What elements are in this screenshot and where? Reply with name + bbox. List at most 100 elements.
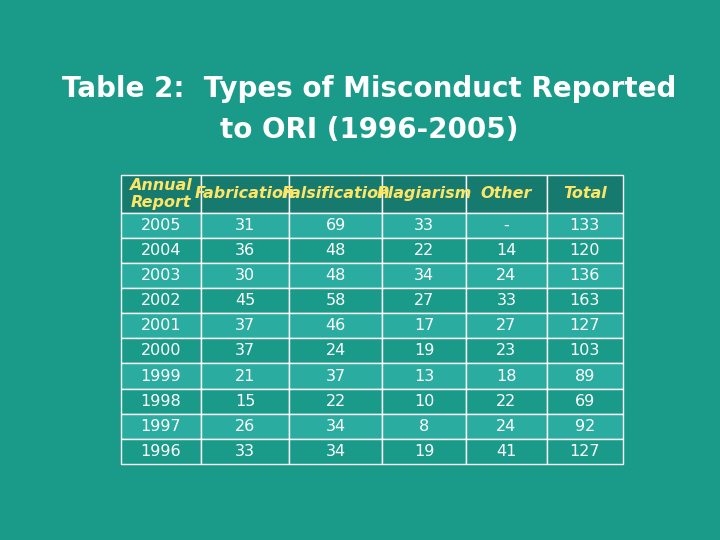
- Text: Other: Other: [481, 186, 532, 201]
- Text: 1999: 1999: [140, 368, 181, 383]
- Text: -: -: [503, 218, 509, 233]
- Text: 10: 10: [414, 394, 434, 409]
- Bar: [289, 263, 382, 288]
- Text: 24: 24: [496, 419, 516, 434]
- Bar: [289, 363, 382, 389]
- Text: 33: 33: [235, 444, 255, 459]
- Text: 120: 120: [570, 243, 600, 258]
- Bar: [121, 313, 201, 339]
- Text: 37: 37: [235, 343, 256, 359]
- Bar: [201, 175, 289, 213]
- Text: 19: 19: [414, 444, 434, 459]
- Bar: [201, 263, 289, 288]
- Bar: [467, 363, 546, 389]
- Text: 133: 133: [570, 218, 600, 233]
- Bar: [201, 389, 289, 414]
- Bar: [121, 175, 201, 213]
- Bar: [201, 439, 289, 464]
- Bar: [201, 213, 289, 238]
- Text: 34: 34: [325, 444, 346, 459]
- Bar: [546, 213, 623, 238]
- Text: 69: 69: [325, 218, 346, 233]
- Text: 1996: 1996: [140, 444, 181, 459]
- Bar: [467, 313, 546, 339]
- Text: 163: 163: [570, 293, 600, 308]
- Bar: [382, 313, 467, 339]
- Text: 1998: 1998: [140, 394, 181, 409]
- Bar: [382, 175, 467, 213]
- Text: 34: 34: [414, 268, 434, 283]
- Text: 31: 31: [235, 218, 256, 233]
- Text: 92: 92: [575, 419, 595, 434]
- Bar: [289, 389, 382, 414]
- Text: 58: 58: [325, 293, 346, 308]
- Bar: [201, 414, 289, 439]
- Bar: [289, 238, 382, 263]
- Bar: [467, 175, 546, 213]
- Bar: [546, 313, 623, 339]
- Bar: [201, 238, 289, 263]
- Text: 127: 127: [570, 318, 600, 333]
- Text: 27: 27: [496, 318, 516, 333]
- Text: 34: 34: [325, 419, 346, 434]
- Bar: [382, 389, 467, 414]
- Text: 8: 8: [419, 419, 429, 434]
- Bar: [546, 389, 623, 414]
- Text: 37: 37: [235, 318, 256, 333]
- Bar: [382, 414, 467, 439]
- Text: Annual
Report: Annual Report: [130, 178, 192, 210]
- Text: Plagiarism: Plagiarism: [377, 186, 472, 201]
- Text: 41: 41: [496, 444, 516, 459]
- Bar: [121, 263, 201, 288]
- Bar: [546, 439, 623, 464]
- Text: 26: 26: [235, 419, 256, 434]
- Bar: [121, 238, 201, 263]
- Text: 45: 45: [235, 293, 256, 308]
- Text: 2001: 2001: [140, 318, 181, 333]
- Text: 22: 22: [414, 243, 434, 258]
- Text: 48: 48: [325, 268, 346, 283]
- Text: 23: 23: [496, 343, 516, 359]
- Bar: [289, 414, 382, 439]
- Text: 2004: 2004: [140, 243, 181, 258]
- Text: 22: 22: [496, 394, 516, 409]
- Bar: [467, 414, 546, 439]
- Bar: [201, 288, 289, 313]
- Text: 136: 136: [570, 268, 600, 283]
- Text: Falsification: Falsification: [282, 186, 390, 201]
- Bar: [382, 263, 467, 288]
- Bar: [467, 213, 546, 238]
- Bar: [546, 339, 623, 363]
- Text: 2003: 2003: [140, 268, 181, 283]
- Bar: [121, 213, 201, 238]
- Bar: [382, 213, 467, 238]
- Bar: [121, 339, 201, 363]
- Text: 13: 13: [414, 368, 434, 383]
- Text: 27: 27: [414, 293, 434, 308]
- Text: 17: 17: [414, 318, 434, 333]
- Text: 37: 37: [325, 368, 346, 383]
- Bar: [467, 339, 546, 363]
- Bar: [382, 288, 467, 313]
- Text: 48: 48: [325, 243, 346, 258]
- Text: 1997: 1997: [140, 419, 181, 434]
- Text: 127: 127: [570, 444, 600, 459]
- Text: 33: 33: [496, 293, 516, 308]
- Text: 21: 21: [235, 368, 256, 383]
- Text: 33: 33: [414, 218, 434, 233]
- Bar: [382, 363, 467, 389]
- Bar: [546, 288, 623, 313]
- Text: 24: 24: [325, 343, 346, 359]
- Bar: [467, 389, 546, 414]
- Text: to ORI (1996-2005): to ORI (1996-2005): [220, 116, 518, 144]
- Text: 14: 14: [496, 243, 516, 258]
- Text: 103: 103: [570, 343, 600, 359]
- Bar: [121, 389, 201, 414]
- Bar: [201, 363, 289, 389]
- Bar: [289, 339, 382, 363]
- Bar: [121, 439, 201, 464]
- Bar: [382, 339, 467, 363]
- Text: Fabrication: Fabrication: [195, 186, 295, 201]
- Bar: [467, 439, 546, 464]
- Text: 36: 36: [235, 243, 256, 258]
